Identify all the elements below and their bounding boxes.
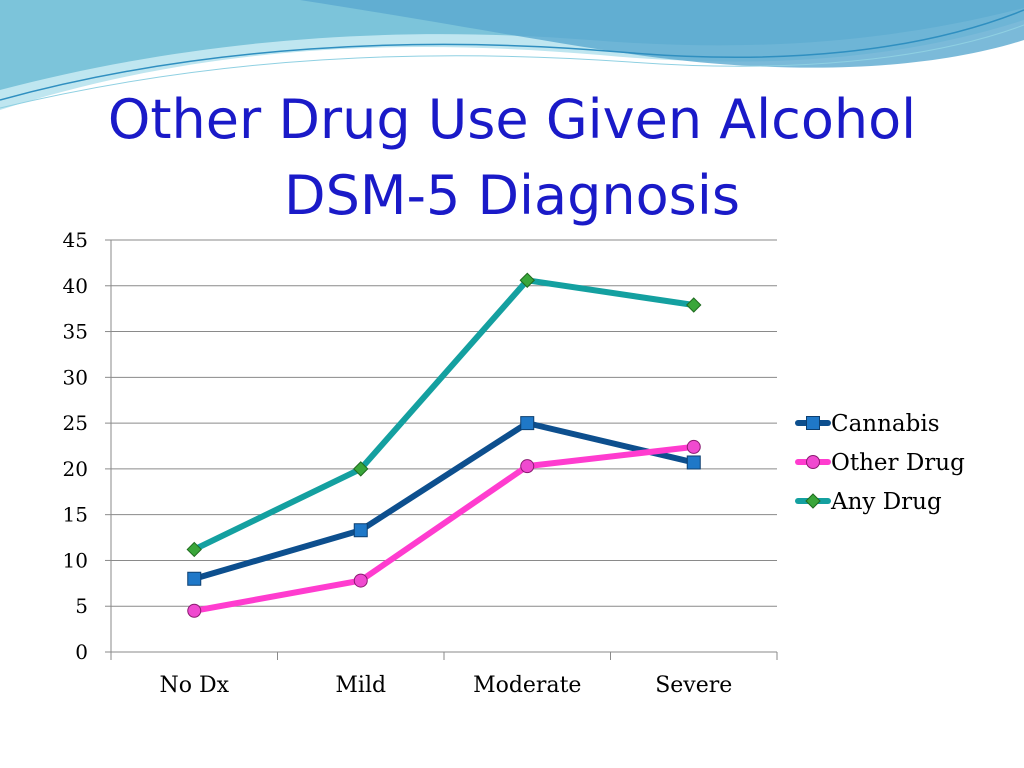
legend-marker-3 bbox=[805, 493, 821, 509]
data-point-1-2 bbox=[353, 523, 368, 538]
series-line-3 bbox=[191, 277, 697, 553]
header-wave-decoration bbox=[0, 0, 1024, 110]
data-point-3-3 bbox=[519, 272, 535, 288]
x-tick-label: No Dx bbox=[159, 673, 229, 698]
axes bbox=[110, 240, 778, 660]
data-point-1-3 bbox=[520, 416, 535, 431]
legend-label-2: Other Drug bbox=[831, 450, 965, 476]
series-lines bbox=[191, 277, 697, 614]
data-point-3-2 bbox=[353, 461, 369, 477]
y-tick-label: 25 bbox=[63, 411, 88, 435]
y-tick-label: 30 bbox=[63, 365, 88, 389]
legend-marker-2 bbox=[806, 455, 820, 469]
data-point-3-1 bbox=[186, 541, 202, 558]
legend-label-3: Any Drug bbox=[830, 489, 942, 515]
data-point-3-4 bbox=[686, 297, 702, 313]
x-tick-label: Mild bbox=[335, 673, 386, 698]
data-point-1-4 bbox=[686, 455, 701, 470]
legend: Cannabis Other Drug Any Drug bbox=[795, 411, 965, 515]
legend-label-1: Cannabis bbox=[831, 411, 940, 437]
page-title: Other Drug Use Given Alcohol DSM-5 Diagn… bbox=[0, 82, 1024, 234]
data-point-2-4 bbox=[686, 439, 701, 454]
y-tick-label: 5 bbox=[75, 594, 88, 618]
y-tick-label: 45 bbox=[63, 228, 88, 252]
series-markers bbox=[186, 272, 702, 618]
y-tick-label: 40 bbox=[63, 274, 88, 298]
title-line-2: DSM-5 Diagnosis bbox=[284, 164, 740, 227]
title-line-1: Other Drug Use Given Alcohol bbox=[107, 88, 917, 151]
x-tick-label: Moderate bbox=[473, 673, 581, 698]
data-point-2-3 bbox=[520, 459, 535, 474]
y-tick-label: 10 bbox=[63, 548, 88, 572]
data-point-1-1 bbox=[187, 571, 202, 586]
gridlines bbox=[111, 239, 777, 607]
y-tick-label: 35 bbox=[63, 320, 88, 344]
legend-marker-1 bbox=[806, 416, 820, 430]
data-point-2-2 bbox=[353, 573, 368, 588]
series-line-2 bbox=[191, 443, 697, 614]
data-point-2-1 bbox=[187, 603, 202, 618]
series-line-1 bbox=[191, 420, 697, 582]
y-axis-ticks: 0 5 10 15 20 25 30 35 40 45 bbox=[63, 228, 111, 664]
y-tick-label: 0 bbox=[75, 640, 88, 664]
x-axis-ticks: No Dx Mild Moderate Severe bbox=[159, 673, 732, 698]
y-tick-label: 15 bbox=[63, 503, 88, 527]
y-tick-label: 20 bbox=[63, 457, 88, 481]
x-tick-label: Severe bbox=[655, 673, 732, 698]
